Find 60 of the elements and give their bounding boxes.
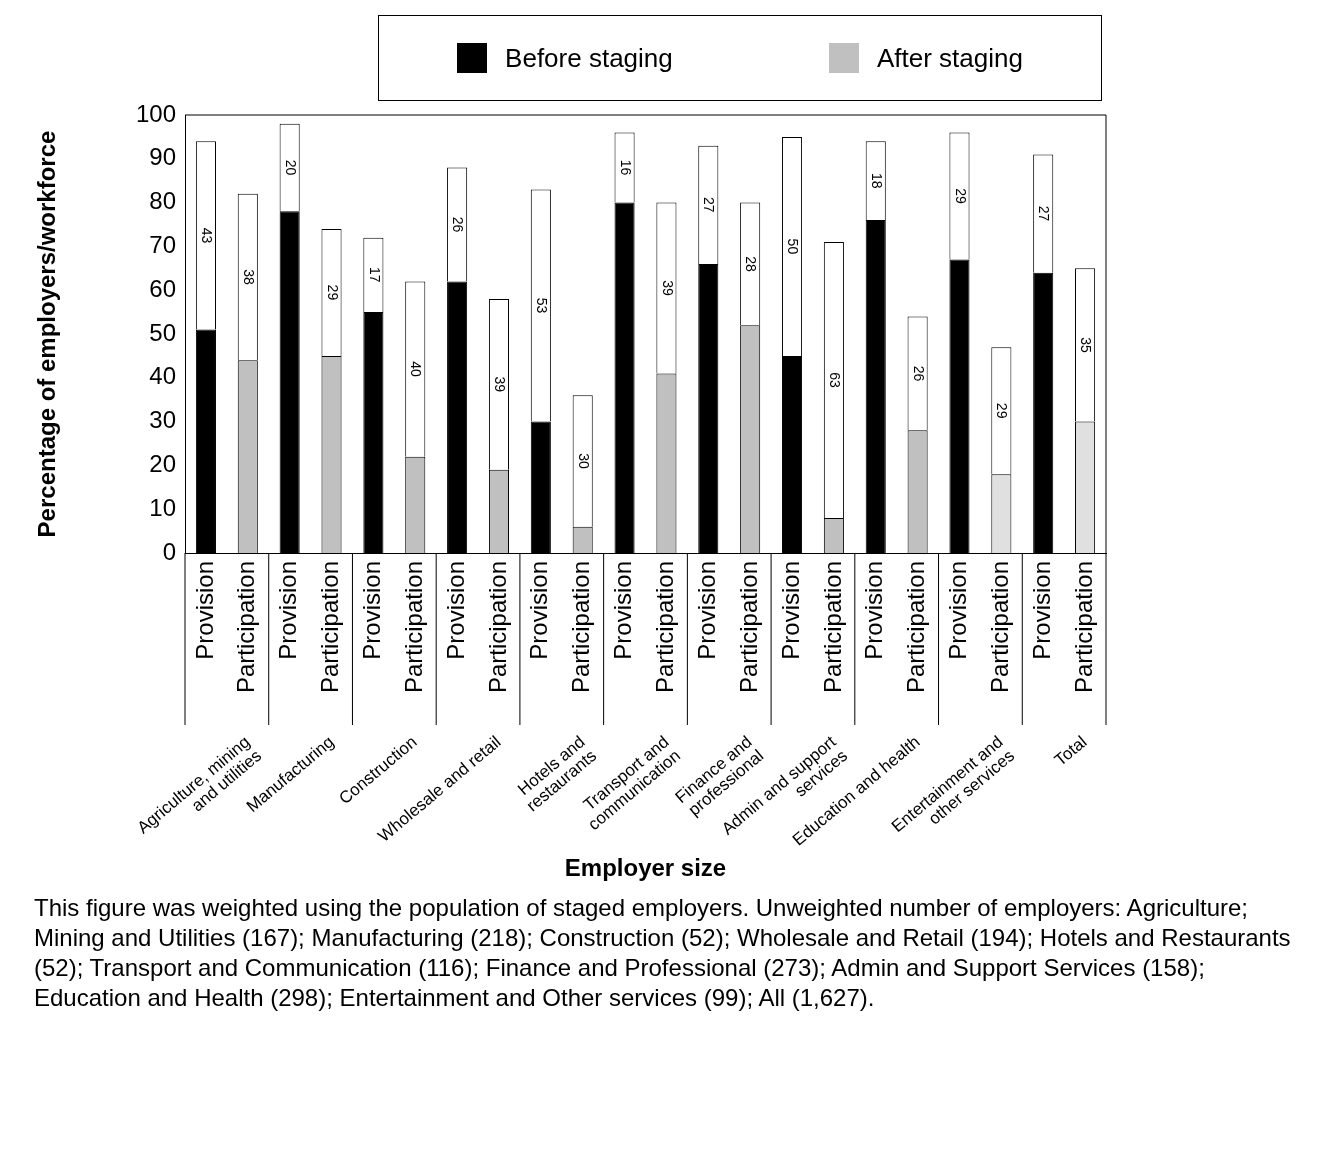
data-label: 29	[952, 188, 969, 205]
x-tick-label: Provision	[609, 561, 637, 660]
x-tick-label: Participation	[818, 561, 846, 694]
x-tick-label: Participation	[399, 561, 427, 694]
text: Employer size	[563, 853, 728, 883]
legend-label: Before staging	[505, 42, 673, 74]
x-tick-label: Participation	[232, 561, 260, 694]
data-label: 63	[827, 372, 844, 388]
data-label: 17	[366, 267, 383, 283]
data-label: 30	[575, 453, 592, 470]
data-label: 26	[450, 216, 467, 233]
y-tick-label: 0	[162, 537, 176, 565]
x-tick-label: Provision	[190, 561, 218, 660]
data-label: 29	[324, 284, 341, 301]
y-tick-label: 100	[135, 99, 176, 127]
x-tick-label: Participation	[316, 561, 344, 694]
x-tick-label: Participation	[902, 561, 930, 694]
x-tick-label: Provision	[944, 561, 972, 660]
data-label: 27	[701, 197, 718, 213]
y-tick-label: 60	[149, 274, 176, 302]
x-tick-label: Provision	[776, 561, 804, 660]
data-label: 20	[282, 159, 299, 176]
x-tick-label: Provision	[525, 561, 553, 660]
data-label: 18	[868, 172, 885, 189]
y-tick-label: 80	[149, 187, 176, 215]
data-label: 40	[408, 361, 425, 378]
legend-label: After staging	[876, 42, 1023, 74]
y-tick-label: 50	[149, 318, 176, 346]
data-label: 43	[199, 227, 216, 244]
x-tick-label: Participation	[1069, 561, 1097, 694]
x-tick-label: Participation	[734, 561, 762, 694]
data-label: 39	[492, 376, 509, 393]
y-tick-label: 20	[149, 450, 176, 478]
x-tick-label: Provision	[441, 561, 469, 660]
x-tick-label: Participation	[567, 561, 595, 694]
y-tick-label: 30	[149, 406, 176, 434]
x-tick-label: Participation	[985, 561, 1013, 694]
data-label: 29	[994, 402, 1011, 419]
x-tick-label: Provision	[692, 561, 720, 660]
data-label: 39	[659, 280, 676, 297]
x-tick-label: Participation	[483, 561, 511, 694]
y-tick-label: 90	[149, 143, 176, 171]
x-tick-label: Provision	[1027, 561, 1055, 660]
y-tick-label: 10	[149, 493, 176, 521]
data-label: 53	[533, 297, 550, 314]
data-label: 50	[785, 238, 802, 255]
x-tick-label: Provision	[274, 561, 302, 660]
x-tick-label: Provision	[358, 561, 386, 660]
y-tick-label: 40	[149, 362, 176, 390]
data-label: 27	[1036, 205, 1053, 222]
data-label: 28	[743, 256, 760, 272]
x-tick-label: Provision	[860, 561, 888, 660]
x-tick-label: Participation	[651, 561, 679, 694]
data-label: 26	[910, 365, 927, 382]
data-label: 35	[1078, 337, 1095, 353]
data-label: 38	[240, 269, 257, 286]
data-label: 16	[617, 159, 634, 176]
y-axis-title: Percentage of employers/workforce	[33, 130, 61, 538]
text: This figure was weighted using the population of staged employers. Unweighted number of employers: Agriculture; Mining and Utilities (167); Manufacturing (218); Construction (52); Wholesale and Retail (194); Hotels and Restaurants (52); Transport and Communication (116); Finance and Professional (273); Admin and Support Services (158); Education and Health (298); Entertainment and Other services (99); All (1,627).	[34, 893, 1292, 1013]
y-tick-label: 70	[149, 231, 176, 259]
